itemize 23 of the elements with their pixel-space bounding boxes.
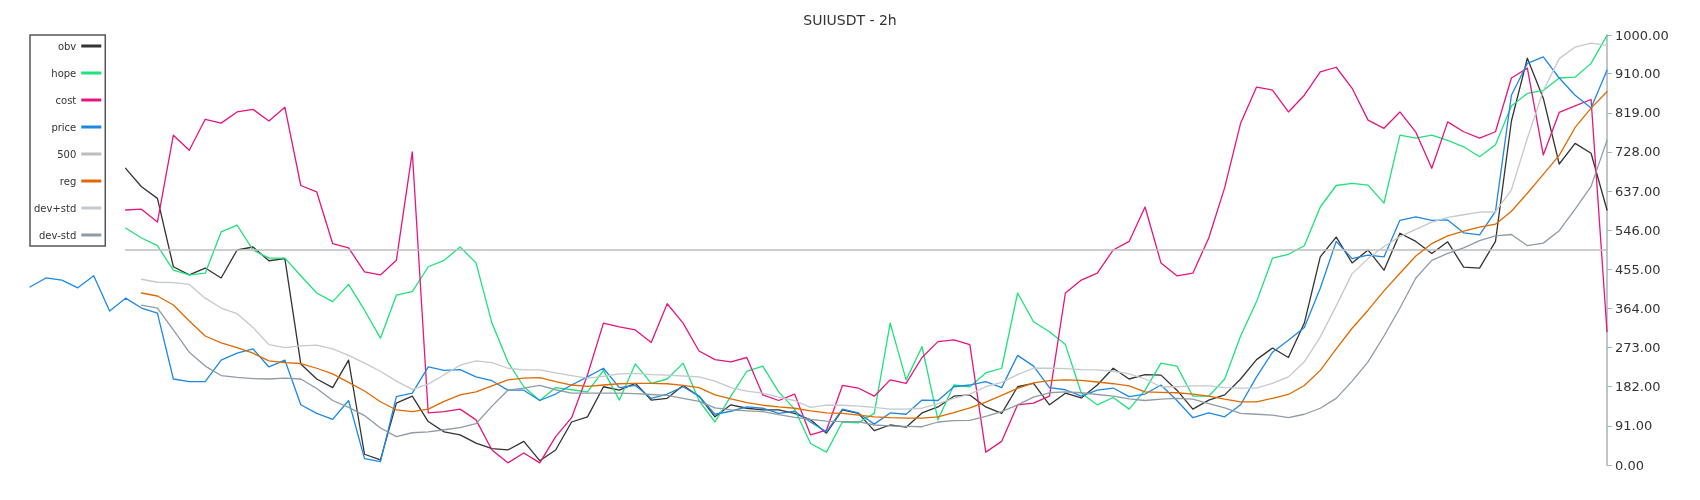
legend-label: price (51, 121, 77, 133)
legend-label: obv (57, 40, 77, 52)
legend-label: cost (55, 94, 77, 106)
legend-label: 500 (57, 148, 77, 160)
y-tick-label: 364.00 (1615, 300, 1661, 316)
legend-label: dev+std (33, 202, 77, 214)
y-tick-label: 91.00 (1615, 418, 1653, 434)
chart-title: SUIUSDT - 2h (803, 12, 897, 28)
y-tick-label: 1000.00 (1615, 27, 1669, 43)
y-tick-label: 819.00 (1615, 105, 1661, 121)
legend-label: reg (59, 175, 77, 187)
line-series (140, 139, 1608, 438)
legend-label: hope (51, 67, 77, 79)
y-tick-label: 728.00 (1615, 144, 1661, 160)
line-series (140, 91, 1608, 419)
y-tick-label: 0.00 (1615, 457, 1644, 473)
y-tick-label: 182.00 (1615, 379, 1661, 395)
y-tick-label: 910.00 (1615, 66, 1661, 82)
y-tick-label: 455.00 (1615, 261, 1661, 277)
y-tick-label: 546.00 (1615, 222, 1661, 238)
y-tick-label: 273.00 (1615, 340, 1661, 356)
legend-label: dev-std (39, 229, 77, 241)
y-tick-label: 637.00 (1615, 183, 1661, 199)
